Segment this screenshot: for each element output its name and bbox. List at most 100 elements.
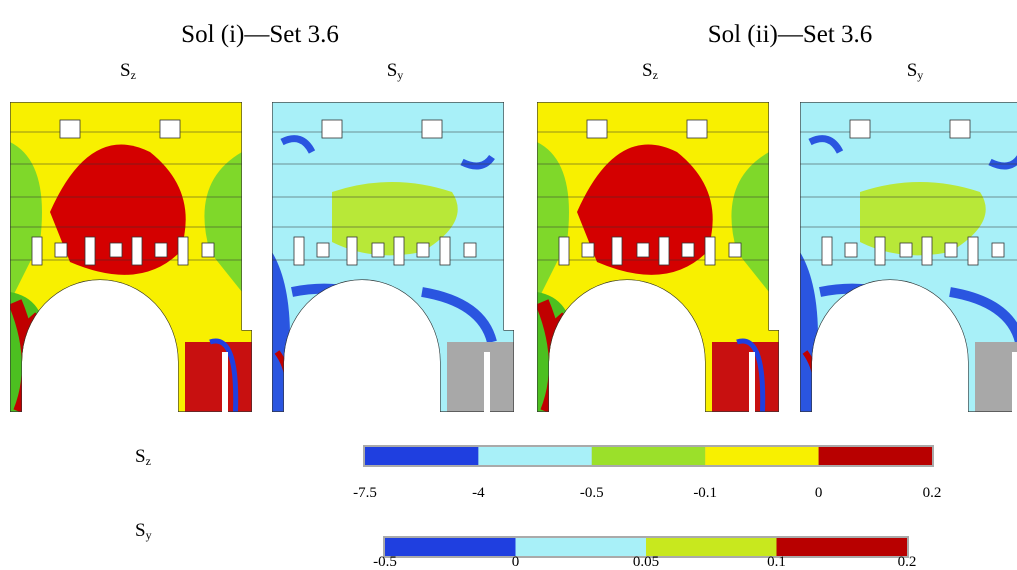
opening — [109, 242, 123, 258]
opening — [393, 236, 405, 266]
opening — [346, 236, 358, 266]
tick-label: 0.2 — [923, 485, 942, 501]
opening — [321, 119, 343, 139]
tick-label: -0.1 — [693, 485, 717, 501]
opening — [581, 242, 595, 258]
color-segment — [365, 447, 479, 465]
symbol-label: Sz — [120, 60, 136, 82]
opening — [31, 236, 43, 266]
opening — [177, 236, 189, 266]
color-segment — [705, 447, 819, 465]
axis-glyph — [371, 327, 398, 340]
subscript: z — [146, 454, 151, 468]
opening — [728, 242, 742, 258]
subscript: y — [917, 68, 923, 82]
opening — [201, 242, 215, 258]
opening — [159, 119, 181, 139]
zone — [736, 338, 766, 412]
axis-glyph — [636, 327, 663, 340]
color-segment — [515, 538, 646, 556]
opening — [131, 236, 143, 266]
subscript: z — [653, 68, 658, 82]
zone — [975, 342, 1017, 412]
opening — [686, 119, 708, 139]
opening — [921, 236, 933, 266]
symbol: S — [135, 520, 146, 541]
opening — [54, 242, 68, 258]
opening — [611, 236, 623, 266]
zone — [447, 342, 514, 412]
opening — [371, 242, 385, 258]
zone — [860, 182, 986, 256]
zone — [577, 144, 713, 275]
tick-label: -0.5 — [373, 554, 397, 570]
opening — [658, 236, 670, 266]
zone — [50, 144, 186, 275]
color-segment — [646, 538, 777, 556]
color-segment — [818, 447, 932, 465]
symbol-label: Sz — [135, 446, 151, 468]
opening — [949, 119, 971, 139]
symbol-label: Sy — [907, 60, 924, 82]
opening — [991, 242, 1005, 258]
opening — [944, 242, 958, 258]
contour-plot — [10, 102, 252, 412]
zone — [537, 142, 569, 302]
opening — [874, 236, 886, 266]
tick-label: -0.5 — [580, 485, 604, 501]
color-segment — [591, 447, 706, 465]
opening — [84, 236, 96, 266]
zone — [204, 152, 242, 292]
symbol: S — [907, 60, 918, 81]
tick-label: 0.05 — [633, 554, 659, 570]
zone — [10, 142, 42, 302]
panel-title: Sol (ii)—Set 3.6 — [708, 21, 873, 48]
zone — [731, 152, 769, 292]
opening — [636, 242, 650, 258]
symbol: S — [642, 60, 653, 81]
color-segment — [776, 538, 907, 556]
opening — [463, 242, 477, 258]
opening — [681, 242, 695, 258]
axis-glyph — [109, 327, 136, 340]
opening — [849, 119, 871, 139]
contour-plot — [272, 102, 514, 412]
opening — [704, 236, 716, 266]
zone — [332, 182, 458, 256]
contour-plot — [800, 102, 1017, 412]
tick-label: 0 — [512, 554, 520, 570]
symbol-label: Sy — [387, 60, 404, 82]
symbol: S — [387, 60, 398, 81]
opening — [586, 119, 608, 139]
subscript: z — [131, 68, 136, 82]
opening — [316, 242, 330, 258]
tick-label: -7.5 — [353, 485, 377, 501]
zone — [209, 338, 239, 412]
tick-label: 0 — [815, 485, 823, 501]
axis-glyph — [899, 327, 926, 340]
symbol: S — [135, 446, 146, 467]
opening — [439, 236, 451, 266]
opening — [421, 119, 443, 139]
contour-plot — [537, 102, 779, 412]
opening — [558, 236, 570, 266]
opening — [821, 236, 833, 266]
zone — [712, 342, 779, 412]
tick-label: -4 — [472, 485, 485, 501]
opening — [154, 242, 168, 258]
symbol: S — [120, 60, 131, 81]
color-segment — [385, 538, 516, 556]
opening — [59, 119, 81, 139]
tick-label: 0.1 — [767, 554, 786, 570]
symbol-label: Sy — [135, 520, 152, 542]
panel-title: Sol (i)—Set 3.6 — [181, 21, 339, 48]
subscript: y — [146, 528, 152, 542]
opening — [899, 242, 913, 258]
symbol-label: Sz — [642, 60, 658, 82]
opening — [416, 242, 430, 258]
zone — [185, 342, 252, 412]
opening — [967, 236, 979, 266]
opening — [844, 242, 858, 258]
